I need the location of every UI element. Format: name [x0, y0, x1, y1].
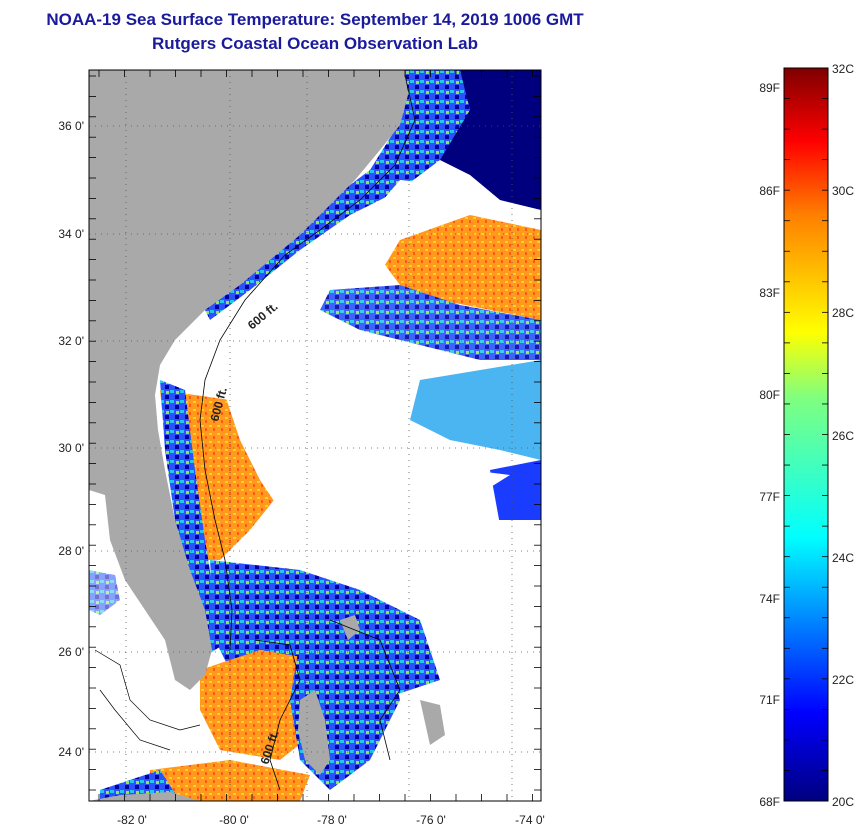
colorbar-f-label: 68F — [759, 795, 780, 809]
cloud-cover-central — [220, 330, 510, 560]
colorbar-f-label: 89F — [759, 81, 780, 95]
lon-label: -80 0' — [219, 813, 249, 827]
eastern-cool-band — [410, 360, 541, 460]
lat-label: 34 0' — [58, 227, 84, 241]
lon-label: -74 0' — [515, 813, 545, 827]
colorbar-ticks — [784, 67, 828, 802]
cloud-cover-east — [370, 180, 470, 235]
isobath-contour — [199, 74, 416, 651]
isobath-contour-gulf — [94, 649, 201, 751]
map-panel — [89, 70, 541, 801]
us-southeast-land — [89, 70, 408, 690]
gulf-speckle — [89, 570, 120, 615]
colorbar-c-label: 22C — [832, 673, 854, 687]
colorbar-c-label: 30C — [832, 184, 854, 198]
lat-label: 32 0' — [58, 334, 84, 348]
andros-island — [298, 690, 330, 775]
lon-label: -82 0' — [117, 813, 147, 827]
lon-label: -78 0' — [317, 813, 347, 827]
gulf-of-mexico-water — [89, 490, 175, 700]
lon-label: -76 0' — [416, 813, 446, 827]
colorbar-f-label: 77F — [759, 490, 780, 504]
map-frame — [88, 69, 542, 802]
colorbar-c-label: 32C — [832, 62, 854, 76]
colorbar-f-label: 80F — [759, 388, 780, 402]
lat-label: 24 0' — [58, 745, 84, 759]
lat-label: 28 0' — [58, 544, 84, 558]
isobath-contour-bahamas — [254, 619, 401, 791]
cloud-cover-south-east — [420, 520, 541, 801]
colorbar-c-label: 26C — [832, 429, 854, 443]
colorbar-f-label: 74F — [759, 592, 780, 606]
colorbar-f-label: 83F — [759, 286, 780, 300]
colorbar-c-label: 20C — [832, 795, 854, 809]
temperature-colorbar — [783, 67, 829, 802]
cuba-land — [89, 792, 200, 801]
south-warm-patch — [150, 760, 310, 801]
colorbar-f-label: 86F — [759, 184, 780, 198]
map-tick-marks — [89, 70, 541, 801]
lat-label: 26 0' — [58, 645, 84, 659]
lat-label: 36 0' — [58, 119, 84, 133]
colorbar-c-label: 24C — [832, 551, 854, 565]
colorbar-c-label: 28C — [832, 306, 854, 320]
colorbar-f-label: 71F — [759, 693, 780, 707]
map-title: NOAA-19 Sea Surface Temperature: Septemb… — [46, 10, 584, 29]
lat-label: 30 0' — [58, 441, 84, 455]
map-subtitle: Rutgers Coastal Ocean Observation Lab — [152, 34, 478, 53]
